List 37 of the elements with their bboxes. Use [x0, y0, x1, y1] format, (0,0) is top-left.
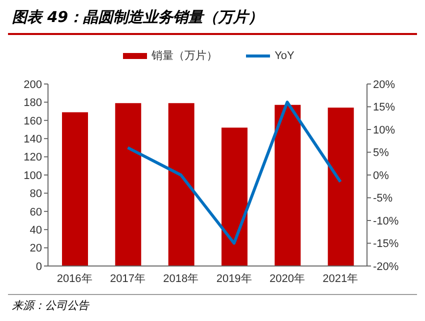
legend-label: YoY — [274, 48, 294, 63]
chart-title: 图表 49：晶圆制造业务销量（万片） — [12, 8, 264, 27]
y2-tick-label: -10% — [373, 215, 399, 228]
bar — [328, 108, 354, 266]
y-tick-label: 40 — [30, 224, 42, 237]
legend-label: 销量（万片） — [150, 49, 218, 63]
line-series — [126, 100, 342, 245]
x-tick-label: 2020年 — [270, 272, 305, 285]
x-tick-label: 2017年 — [110, 272, 146, 285]
y-tick-label: 60 — [30, 206, 42, 218]
y2-tick-label: -5% — [373, 192, 393, 205]
bar — [115, 103, 142, 266]
y2-tick-label: 0% — [373, 170, 390, 182]
x-tick-label: 2021年 — [322, 272, 358, 285]
y2-tick-label: 5% — [373, 147, 390, 160]
y-tick-label: 80 — [30, 188, 42, 200]
y-tick-label: 0 — [36, 260, 42, 273]
bar — [62, 112, 88, 266]
y2-tick-label: 20% — [373, 78, 396, 91]
y2-tick-label: -15% — [373, 238, 399, 250]
y-tick-label: 100 — [24, 170, 42, 182]
bar — [222, 128, 248, 266]
x-tick-label: 2018年 — [163, 272, 199, 285]
y-tick-label: 200 — [24, 78, 42, 91]
bar — [274, 104, 301, 266]
x-tick-label: 2016年 — [56, 272, 92, 285]
bar — [168, 103, 194, 266]
source-note: 来源：公司公告 — [12, 298, 89, 313]
y-tick-label: 180 — [24, 97, 42, 110]
y2-tick-label: 15% — [373, 102, 396, 114]
y-tick-label: 160 — [24, 115, 42, 128]
y2-tick-label: -20% — [373, 260, 399, 273]
y-tick-label: 140 — [24, 134, 42, 146]
y2-tick-label: 10% — [373, 124, 396, 136]
y-tick-label: 20 — [30, 242, 42, 255]
y-tick-label: 120 — [24, 152, 42, 164]
x-tick-label: 2019年 — [216, 272, 252, 285]
